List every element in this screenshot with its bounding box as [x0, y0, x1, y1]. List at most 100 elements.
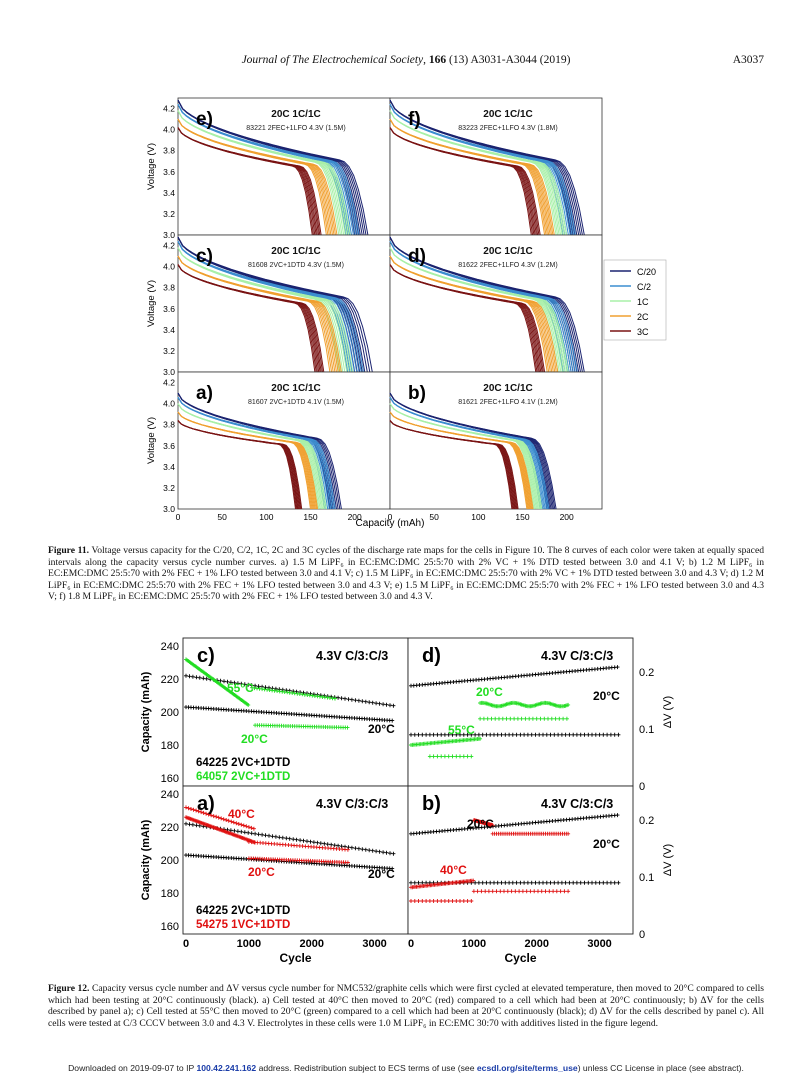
- fig12-series-hot: [184, 815, 257, 845]
- fig11-ytick-label: 3.0: [163, 367, 175, 377]
- fig12-series-hot-after-upper: [246, 839, 350, 852]
- fig11-ytick-label: 3.2: [163, 209, 175, 219]
- fig11-curve-1C: [177, 247, 340, 373]
- fig11-xtick-label: 150: [515, 512, 529, 522]
- figure-11: e) 20C 1C/1C 83221 2FEC+1LFO 4.3V (1.5M) 3.…: [146, 97, 667, 529]
- fig12-xtick-label: 3000: [362, 938, 386, 950]
- fig12-ylabel-right: ΔV (V): [662, 696, 674, 728]
- fig11-ytick-label: 4.0: [163, 125, 175, 135]
- fig12-dv-continuous-lower: [409, 732, 621, 737]
- figure-12-label: Figure 12.: [48, 983, 90, 994]
- journal-volume: 166: [428, 54, 447, 66]
- fig12-rtick-label: 0.2: [639, 815, 654, 827]
- fig11-ytick-label: 3.4: [163, 325, 175, 335]
- fig12-legend-hot: 64057 2VC+1DTD: [196, 771, 290, 783]
- fig11-curve-1C: [177, 403, 319, 510]
- fig12-dv-hot: [409, 736, 483, 747]
- fig12-rtick-label: 0: [639, 929, 645, 941]
- fig12-ytick-label: 200: [161, 707, 179, 719]
- fig11-curve-1C: [389, 247, 559, 373]
- fig12-panel-frame: [182, 637, 409, 787]
- fig12-ylabel-right: ΔV (V): [662, 844, 674, 876]
- fig11-curve-2C: [389, 255, 548, 373]
- fig11-xtick-label: 50: [217, 512, 227, 522]
- fig12-series-hot-upper: [184, 805, 256, 831]
- fig11-panel-title: 20C 1C/1C: [483, 246, 532, 257]
- journal-name: Journal of The Electrochemical Society: [241, 54, 424, 66]
- fig12-rtick-label: 0: [639, 781, 645, 793]
- fig12-series-continuous-20C: [184, 705, 395, 723]
- page-number: A3037: [732, 54, 764, 66]
- fig11-xtick-label: 0: [388, 512, 393, 522]
- fig11-curve-3C: [389, 420, 513, 510]
- fig12-xtick-label: 0: [408, 938, 414, 950]
- fig12-panel-a: 160 180 200 220 240 Capacity (mAh) 64225 2VC+1…: [140, 785, 409, 965]
- figure-11-caption-text: Voltage versus capacity for the C/20, C/…: [48, 545, 764, 603]
- fig11-ytick-label: 4.0: [163, 262, 175, 272]
- fig12-rtick-label: 0.1: [639, 724, 654, 736]
- fig11-curve-2C: [177, 118, 327, 236]
- fig11-curve-C/2: [177, 397, 326, 510]
- fig12-panel-c: 160 180 200 220 240 Capacity (mAh) 64225 2VC+1…: [140, 637, 409, 787]
- fig12-dv-after: [478, 700, 571, 709]
- fig12-panel-d: 0 0.1 0.2 ΔV (V) 20°C 55°C 20°C d) 4.3V C/3:C/3: [407, 637, 674, 793]
- download-footer: Downloaded on 2019-09-07 to IP 100.42.24…: [0, 1063, 812, 1073]
- fig12-ytick-label: 160: [161, 921, 179, 933]
- fig11-curve-2C: [177, 411, 311, 510]
- fig12-series-hot: [184, 657, 251, 707]
- fig11-ylabel: Voltage (V): [146, 280, 157, 327]
- fig12-label-b: 40°C: [440, 863, 467, 877]
- fig11-xtick-label: 100: [471, 512, 485, 522]
- fig11-panel-letter: f): [408, 109, 421, 130]
- fig11-ytick-label: 3.2: [163, 483, 175, 493]
- fig11-legend-label: 3C: [637, 327, 649, 337]
- fig11-panel-title: 20C 1C/1C: [483, 109, 532, 120]
- fig11-panel-title: 20C 1C/1C: [483, 383, 532, 394]
- fig11-panel-letter: e): [196, 109, 213, 130]
- fig12-series-continuous-20C-upper: [184, 821, 396, 856]
- fig12-xtick-label: 3000: [587, 938, 611, 950]
- fig12-dv-spike: [471, 818, 495, 828]
- fig12-xtick-label: 1000: [237, 938, 261, 950]
- fig12-xtick-label: 2000: [524, 938, 548, 950]
- fig12-dv-hot-lower: [409, 899, 474, 903]
- fig11-curve-C/20: [389, 392, 548, 510]
- fig11-ytick-label: 3.6: [163, 167, 175, 177]
- fig12-label-20C: 20°C: [368, 722, 395, 736]
- fig12-panel-b: 0 0.1 0.2 ΔV (V) 20°C 40°C 20°C b) 4.3V C/3:C/3 0…: [407, 785, 674, 965]
- footer-terms-link[interactable]: ecsdl.org/site/terms_use: [476, 1063, 578, 1073]
- fig11-panel-e: e) 20C 1C/1C 83221 2FEC+1LFO 4.3V (1.5M) 3.…: [146, 97, 391, 240]
- fig12-ytick-label: 240: [161, 641, 179, 653]
- fig12-panel-title: 4.3V C/3:C/3: [541, 649, 613, 663]
- fig12-panel-letter: a): [197, 793, 215, 815]
- fig11-ytick-label: 3.8: [163, 283, 175, 293]
- fig11-curve-3C: [177, 127, 313, 236]
- fig11-ytick-label: 4.2: [163, 104, 175, 114]
- fig11-ytick-label: 3.6: [163, 441, 175, 451]
- fig12-label-b: 55°C: [448, 723, 475, 737]
- fig11-ytick-label: 3.0: [163, 230, 175, 240]
- fig12-ylabel: Capacity (mAh): [140, 819, 152, 900]
- fig11-xtick-label: 200: [348, 512, 362, 522]
- fig11-panel-a: a) 20C 1C/1C 81607 2VC+1DTD 4.1V (1.5M) 3.0…: [146, 371, 391, 522]
- fig12-panel-frame: [407, 785, 634, 935]
- fig11-xlabel: Capacity (mAh): [356, 518, 425, 529]
- footer-prefix: Downloaded on 2019-09-07 to IP: [68, 1063, 197, 1073]
- fig11-ytick-label: 3.8: [163, 146, 175, 156]
- fig12-panel-title: 4.3V C/3:C/3: [316, 797, 388, 811]
- fig12-ytick-label: 240: [161, 789, 179, 801]
- footer-ip-link[interactable]: 100.42.241.162: [196, 1063, 257, 1073]
- fig12-panel-title: 4.3V C/3:C/3: [316, 649, 388, 663]
- running-header: Journal of The Electrochemical Society, …: [0, 54, 812, 70]
- fig11-panel-letter: c): [196, 246, 213, 267]
- fig11-curve-3C: [177, 420, 296, 510]
- fig11-legend-label: 1C: [637, 297, 649, 307]
- footer-middle: address. Redistribution subject to ECS t…: [256, 1063, 477, 1073]
- fig11-legend-box: [603, 259, 667, 341]
- fig11-xtick-label: 50: [429, 512, 439, 522]
- fig11-ytick-label: 3.8: [163, 420, 175, 430]
- fig12-label-a: 20°C: [476, 685, 503, 699]
- fig11-ytick-label: 3.4: [163, 462, 175, 472]
- fig12-ytick-label: 220: [161, 674, 179, 686]
- fig11-legend-label: 2C: [637, 312, 649, 322]
